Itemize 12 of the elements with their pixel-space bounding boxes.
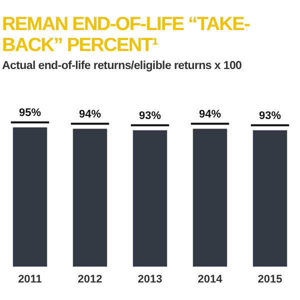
data-label: 93% [258,110,282,122]
data-label: 93% [138,110,162,122]
x-tick-label: 2013 [138,273,162,286]
x-tick-label: 2011 [18,273,42,286]
data-label: 94% [78,108,102,120]
x-tick-label: 2015 [258,273,282,286]
data-label: 94% [198,108,222,120]
chart-subtitle: Actual end-of-life returns/eligible returns x 100 [2,60,242,72]
data-label: 95% [18,106,42,119]
x-tick-label: 2014 [198,273,224,286]
chart-title: REMAN END-OF-LIFE “TAKE-BACK” PERCENT¹ [2,14,250,56]
x-tick-label: 2012 [78,273,102,286]
